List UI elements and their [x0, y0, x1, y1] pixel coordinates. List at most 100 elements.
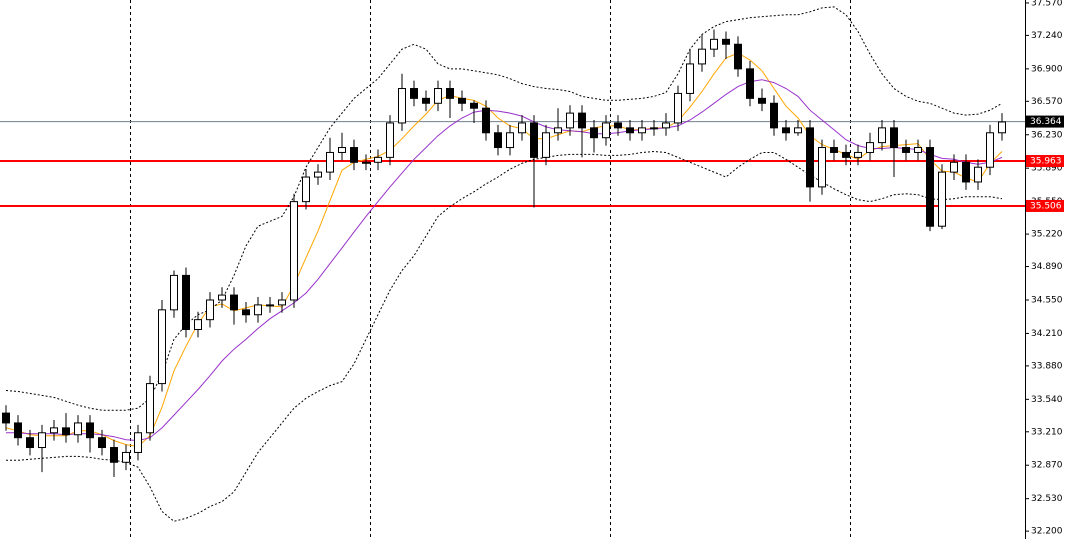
candle-body [98, 437, 106, 449]
candle-body [62, 427, 70, 436]
candle-body [266, 304, 274, 307]
candle-body [566, 112, 574, 129]
candle-body [530, 122, 538, 158]
y-tick-label: 34.890 [1031, 262, 1063, 272]
candle-body [746, 68, 754, 99]
candle-body [218, 294, 226, 301]
candle-body [338, 147, 346, 153]
candle-body [686, 63, 694, 94]
candle-body [998, 121, 1006, 134]
y-tick-label: 36.570 [1031, 97, 1063, 107]
y-tick-label: 33.210 [1031, 427, 1063, 437]
candle-body [206, 299, 214, 321]
candle-body [806, 127, 814, 188]
y-tick-label: 33.540 [1031, 395, 1063, 405]
candle-body [302, 176, 310, 203]
candle-body [890, 127, 898, 149]
candle-body [314, 171, 322, 178]
candle-body [854, 151, 862, 158]
candle-body [86, 422, 94, 439]
candle-body [830, 147, 838, 153]
candle-body [554, 127, 562, 134]
candle-body [542, 132, 550, 158]
candle-body [422, 97, 430, 104]
candle-body [362, 161, 370, 164]
y-tick-label: 36.900 [1031, 64, 1063, 74]
candle-body [602, 122, 610, 139]
y-tick-label: 35.220 [1031, 230, 1063, 240]
price-label: 36.364 [1030, 117, 1062, 127]
candle-body [734, 43, 742, 70]
candle-body [962, 161, 970, 183]
price-label-box [1026, 115, 1064, 128]
candle-body [230, 294, 238, 311]
candle-body [926, 147, 934, 227]
candle-body [626, 127, 634, 134]
line-label: 35.963 [1030, 157, 1062, 167]
candle-body [842, 151, 850, 158]
candle-body [710, 38, 718, 50]
candle-body [590, 127, 598, 139]
candle-body [374, 156, 382, 163]
candle-body [902, 147, 910, 153]
candle-body [242, 309, 250, 316]
candle-body [434, 88, 442, 104]
candle-body [134, 432, 142, 453]
candle-body [254, 304, 262, 316]
candle-body [950, 161, 958, 173]
y-tick-label: 32.870 [1031, 461, 1063, 471]
y-tick-label: 33.880 [1031, 361, 1063, 371]
candle-body [758, 97, 766, 104]
y-tick-label: 34.550 [1031, 295, 1063, 305]
candle-body [278, 299, 286, 306]
candle-body [398, 88, 406, 124]
candle-body [506, 132, 514, 149]
candle-body [782, 127, 790, 134]
candle-body [386, 122, 394, 158]
y-tick-label: 35.890 [1031, 164, 1063, 174]
candle-body [2, 412, 10, 424]
candle-body [38, 432, 46, 449]
candle-body [578, 112, 586, 129]
bollinger-band [5, 6, 1003, 411]
candle-body [194, 319, 202, 330]
candle-body [350, 147, 358, 163]
candle-body [818, 147, 826, 188]
candle-body [290, 201, 298, 301]
candle-body [146, 383, 154, 434]
candle-body [122, 451, 130, 463]
candle-body [182, 274, 190, 330]
candle-body [110, 447, 118, 463]
y-tick-label: 36.230 [1031, 130, 1063, 140]
candle-body [614, 122, 622, 129]
y-tick-label: 32.530 [1031, 494, 1063, 504]
candle-body [50, 427, 58, 434]
candle-body [458, 97, 466, 104]
y-tick-label: 34.210 [1031, 329, 1063, 339]
candle-body [914, 147, 922, 153]
line-label-box [1026, 155, 1064, 168]
candle-body [662, 122, 670, 129]
candle-body [866, 142, 874, 153]
candle-body [326, 151, 334, 173]
candle-body [974, 166, 982, 183]
candle-body [638, 127, 646, 134]
bollinger-band [6, 150, 1003, 522]
candle-body [878, 127, 886, 144]
y-tick-label: 37.570 [1031, 0, 1063, 8]
candle-body [170, 274, 178, 311]
candle-body [14, 422, 22, 439]
candle-body [986, 132, 994, 168]
candle-body [482, 107, 490, 134]
candle-body [938, 171, 946, 227]
line-label-box [1026, 199, 1064, 212]
y-tick-label: 37.240 [1031, 31, 1063, 41]
candle-body [770, 102, 778, 129]
candle-body [158, 309, 166, 385]
candle-body [470, 102, 478, 109]
candle-body [698, 48, 706, 65]
moving-average [6, 79, 1003, 442]
candle-body [410, 88, 418, 99]
